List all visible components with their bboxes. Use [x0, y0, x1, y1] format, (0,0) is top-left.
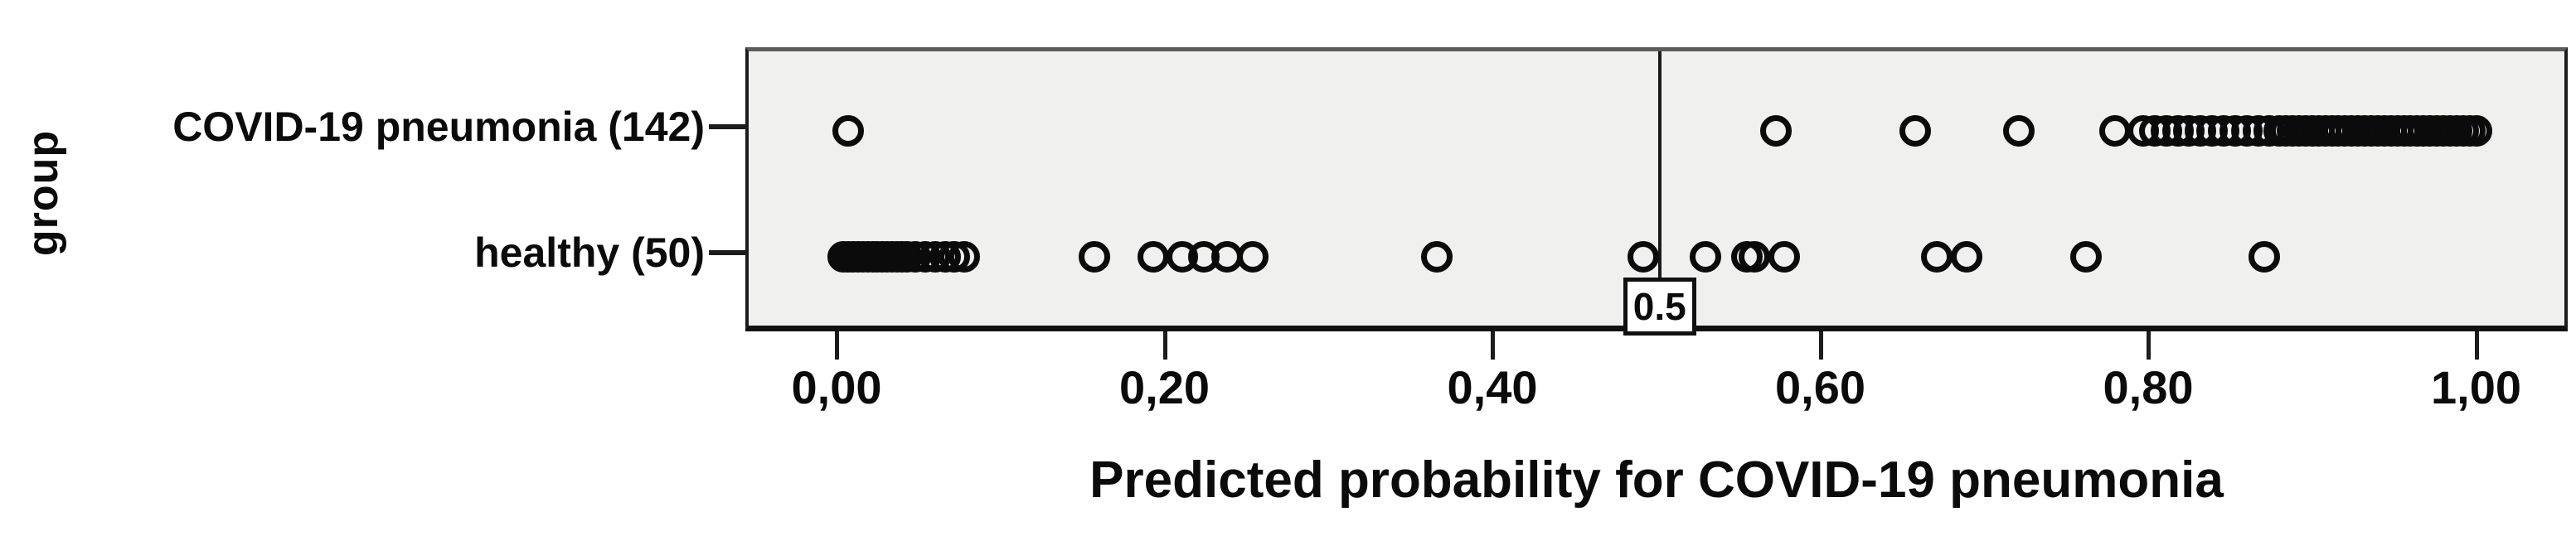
data-point	[1627, 241, 1659, 273]
category-label: COVID-19 pneumonia (142)	[172, 104, 705, 150]
x-axis-tick	[1162, 331, 1167, 360]
x-tick-label: 0,80	[2103, 361, 2194, 413]
data-point	[1137, 241, 1169, 273]
x-axis-tick	[2474, 331, 2479, 360]
data-point	[1420, 241, 1453, 273]
x-tick-label: 0,20	[1119, 361, 1210, 413]
data-point	[2460, 115, 2492, 147]
x-axis-tick	[1818, 331, 1823, 360]
plot-area: 0.5	[745, 47, 2568, 336]
x-axis-tick	[1491, 331, 1495, 360]
y-axis-title: group	[19, 129, 67, 257]
reference-line	[1657, 51, 1662, 280]
data-point	[2099, 115, 2132, 147]
y-axis-tick	[709, 250, 745, 255]
data-point	[1899, 115, 1932, 147]
data-point	[1760, 115, 1793, 147]
data-point	[1237, 241, 1269, 273]
x-tick-label: 0,40	[1447, 361, 1538, 413]
data-point	[1078, 241, 1110, 273]
x-axis-title: Predicted probability for COVID-19 pneum…	[1089, 451, 2224, 509]
data-point	[1739, 241, 1771, 273]
data-point	[1920, 241, 1953, 273]
x-tick-label: 0,60	[1775, 361, 1865, 413]
x-tick-label: 1,00	[2431, 361, 2521, 413]
x-axis-tick	[2147, 331, 2151, 360]
data-point	[2249, 241, 2281, 273]
x-tick-label: 0,00	[791, 361, 882, 413]
data-point	[1950, 241, 1982, 273]
data-point	[2069, 241, 2102, 273]
data-point	[1690, 241, 1722, 273]
reference-value-box: 0.5	[1623, 278, 1696, 336]
data-point	[1768, 241, 1801, 273]
data-point	[2002, 115, 2035, 147]
x-axis-tick	[835, 331, 839, 360]
data-point	[948, 241, 981, 273]
category-label: healthy (50)	[474, 229, 705, 276]
y-axis-tick	[709, 124, 745, 129]
data-point	[832, 115, 864, 147]
reference-value-label: 0.5	[1632, 285, 1686, 328]
